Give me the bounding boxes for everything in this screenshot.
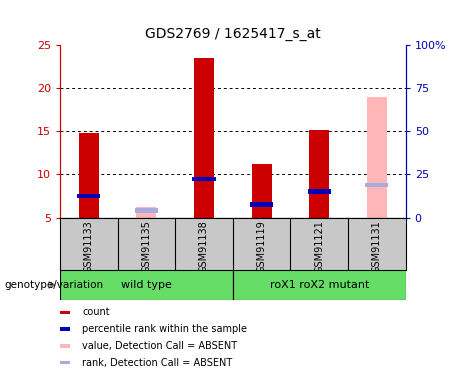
Text: percentile rank within the sample: percentile rank within the sample [83, 324, 248, 334]
Bar [233, 270, 406, 300]
Bar [194, 58, 214, 217]
Bar [307, 189, 331, 194]
Text: GSM91138: GSM91138 [199, 220, 209, 273]
Bar [60, 344, 70, 348]
Text: genotype/variation: genotype/variation [5, 280, 104, 290]
Text: wild type: wild type [121, 280, 172, 290]
Title: GDS2769 / 1625417_s_at: GDS2769 / 1625417_s_at [145, 27, 321, 41]
Text: rank, Detection Call = ABSENT: rank, Detection Call = ABSENT [83, 358, 233, 368]
Bar [60, 270, 233, 300]
Bar [252, 164, 272, 218]
Bar [77, 194, 100, 198]
Bar [60, 361, 70, 364]
Bar [192, 177, 216, 181]
Text: roX1 roX2 mutant: roX1 roX2 mutant [270, 280, 369, 290]
Text: count: count [83, 307, 110, 317]
Text: GSM91131: GSM91131 [372, 220, 382, 273]
Text: GSM91119: GSM91119 [257, 220, 266, 273]
Text: GSM91121: GSM91121 [314, 220, 324, 273]
Text: GSM91133: GSM91133 [84, 220, 94, 273]
Text: GSM91135: GSM91135 [142, 220, 151, 273]
Bar [136, 207, 156, 218]
Bar [60, 327, 70, 331]
Bar [365, 183, 389, 187]
Bar [250, 202, 273, 207]
Bar [309, 129, 329, 218]
Bar [79, 133, 99, 218]
Text: value, Detection Call = ABSENT: value, Detection Call = ABSENT [83, 341, 237, 351]
Bar [60, 310, 70, 314]
Bar [367, 97, 387, 218]
Bar [135, 209, 158, 213]
